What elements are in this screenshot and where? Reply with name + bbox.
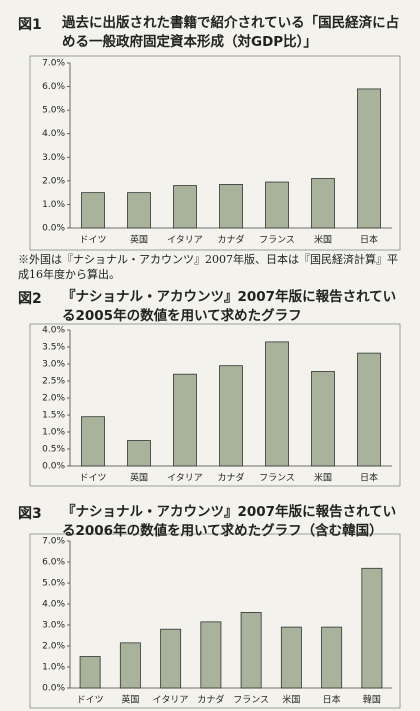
x-tick-label: 英国 — [121, 694, 139, 706]
bar — [265, 341, 289, 467]
x-tick-label: カナダ — [197, 694, 224, 706]
x-tick-label: ドイツ — [79, 474, 106, 484]
y-tick-label: 0.0% — [42, 684, 65, 694]
y-tick-label: 2.0% — [42, 176, 65, 186]
chart-title: 過去に出版された書籍で紹介されている「国民経済に占める一般政府固定資本形成（対G… — [62, 15, 400, 50]
x-tick-label: 日本 — [360, 234, 378, 246]
y-tick-label: 3.0% — [42, 621, 65, 631]
x-tick-label: 米国 — [314, 234, 332, 246]
bar — [119, 642, 141, 689]
bar — [173, 185, 197, 229]
y-tick-label: 7.0% — [42, 537, 65, 547]
y-tick-label: 1.0% — [42, 428, 65, 438]
bar — [127, 192, 151, 229]
y-tick-label: 0.5% — [42, 445, 65, 455]
y-tick-label: 1.0% — [42, 663, 65, 673]
x-tick-label: イタリア — [167, 473, 203, 484]
x-tick-label: カナダ — [217, 472, 244, 484]
bar — [219, 183, 243, 229]
x-tick-label: フランス — [259, 235, 295, 246]
x-tick-label: 英国 — [130, 472, 148, 484]
bar — [357, 88, 381, 229]
bar — [311, 371, 335, 467]
y-tick-label: 5.0% — [42, 106, 65, 116]
figure-label: 図2 — [18, 291, 42, 307]
x-tick-label: ドイツ — [79, 236, 106, 246]
y-tick-label: 1.0% — [42, 200, 65, 210]
x-tick-label: 日本 — [323, 694, 341, 706]
y-tick-label: 6.0% — [42, 82, 65, 92]
y-tick-label: 4.0% — [42, 129, 65, 139]
bar — [265, 181, 289, 229]
bar — [200, 621, 222, 689]
x-tick-label: 韓国 — [363, 695, 381, 706]
x-tick-label: カナダ — [217, 234, 244, 246]
bar — [81, 192, 105, 229]
chart-title: 『ナショナル・アカウンツ』2007年版に報告されている2006年の数値を用いて求… — [62, 504, 397, 539]
chart-title: 『ナショナル・アカウンツ』2007年版に報告されている2005年の数値を用いて求… — [62, 289, 397, 324]
x-tick-label: フランス — [233, 695, 269, 706]
y-tick-label: 1.5% — [42, 411, 65, 421]
chart-frame — [29, 55, 401, 251]
bar — [361, 567, 383, 689]
bar — [127, 440, 151, 467]
y-tick-label: 2.0% — [42, 642, 65, 652]
y-tick-label: 3.0% — [42, 153, 65, 163]
bar — [321, 626, 343, 689]
x-tick-label: 米国 — [282, 694, 300, 706]
x-tick-label: 米国 — [314, 472, 332, 484]
figure-label: 図3 — [18, 506, 42, 522]
x-tick-label: ドイツ — [77, 696, 104, 706]
x-tick-label: 英国 — [130, 234, 148, 246]
y-tick-label: 0.0% — [42, 224, 65, 234]
y-tick-label: 5.0% — [42, 579, 65, 589]
bar — [79, 656, 101, 689]
chart-frame — [29, 533, 401, 709]
y-tick-label: 4.0% — [42, 326, 65, 336]
chart-note: ※外国は『ナショナル・アカウンツ』2007年版、日本は『国民経済計算』平成16年… — [18, 253, 398, 281]
y-tick-label: 7.0% — [42, 59, 65, 69]
x-tick-label: フランス — [259, 473, 295, 484]
y-tick-label: 4.0% — [42, 600, 65, 610]
bar — [81, 416, 105, 467]
y-tick-label: 2.0% — [42, 394, 65, 404]
x-tick-label: イタリア — [153, 695, 189, 706]
bar — [240, 612, 262, 689]
y-tick-label: 3.5% — [42, 343, 65, 353]
bar — [357, 352, 381, 467]
x-tick-label: イタリア — [167, 235, 203, 246]
bar — [173, 373, 197, 467]
bar — [219, 365, 243, 467]
bar — [280, 626, 302, 689]
y-tick-label: 2.5% — [42, 377, 65, 387]
y-tick-label: 0.0% — [42, 462, 65, 472]
figure-label: 図1 — [18, 17, 42, 33]
x-tick-label: 日本 — [360, 472, 378, 484]
y-tick-label: 6.0% — [42, 558, 65, 568]
bar — [311, 178, 335, 229]
bar — [160, 628, 182, 689]
chart-frame — [29, 323, 401, 487]
y-tick-label: 3.0% — [42, 360, 65, 370]
